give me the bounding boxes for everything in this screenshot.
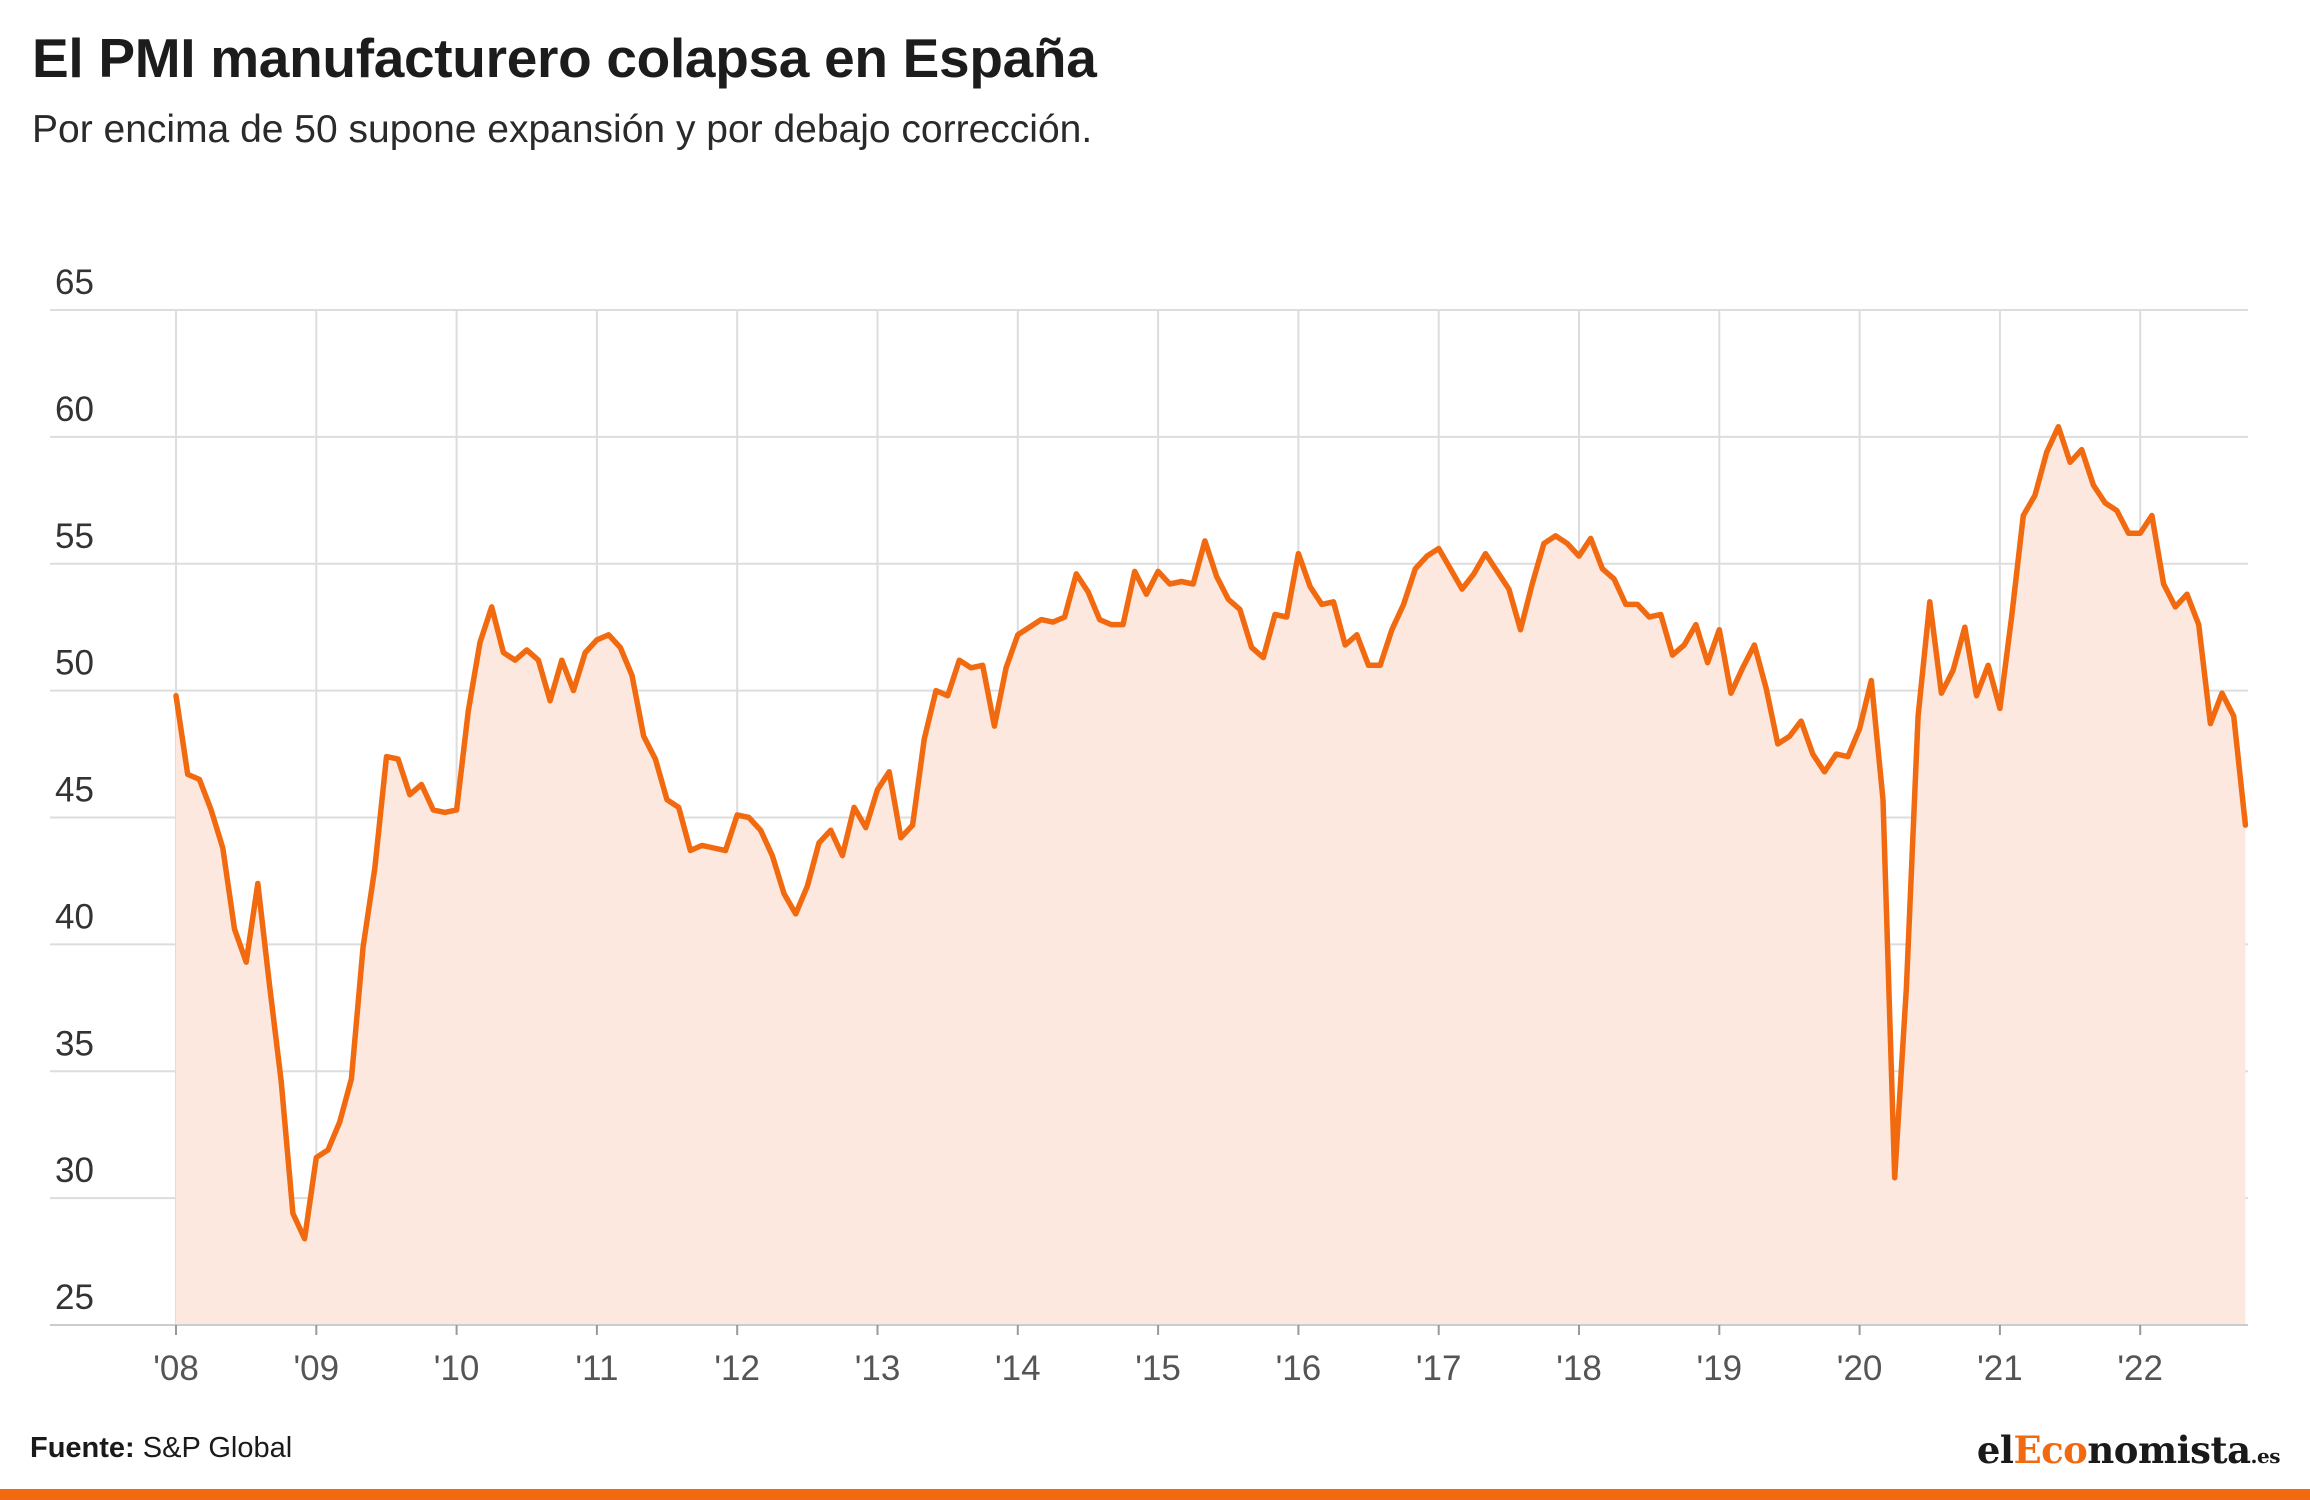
brand-bottom-bar	[0, 1489, 2310, 1500]
x-axis-ticks: '08 '09 '10 '11 '12 '13 '14 '15 '16 '17 '18 '19 '20 '…	[153, 1325, 2163, 1388]
x-tick-label: '11	[575, 1349, 618, 1388]
logo-rest: nomista	[2087, 1428, 2251, 1472]
eleconomista-logo: elEconomista.es	[1976, 1428, 2281, 1472]
logo-prefix: el	[1976, 1428, 2014, 1472]
x-tick-label: '22	[2117, 1349, 2163, 1388]
pmi-line-chart: 25 30 35 40 45 50 55 60 65 '08 '09 '10 '11 '12 '13 '14…	[50, 263, 2249, 1388]
y-tick-label: 40	[55, 897, 94, 936]
y-axis-ticks: 25 30 35 40 45 50 55 60 65	[55, 263, 94, 1317]
chart-title: El PMI manufacturero colapsa en España	[32, 27, 1097, 89]
x-tick-label: '20	[1837, 1349, 1883, 1388]
source-label: Fuente:	[30, 1432, 135, 1464]
y-tick-label: 55	[55, 517, 94, 556]
x-tick-label: '14	[995, 1349, 1041, 1388]
logo-accent: Eco	[2013, 1428, 2088, 1472]
y-tick-label: 35	[55, 1024, 94, 1063]
chart-subtitle: Por encima de 50 supone expansión y por …	[32, 108, 1093, 151]
logo-tld: .es	[2250, 1444, 2281, 1468]
source-value: S&P Global	[142, 1432, 293, 1464]
x-tick-label: '15	[1135, 1349, 1181, 1388]
y-tick-label: 45	[55, 771, 94, 810]
y-tick-label: 65	[55, 263, 94, 302]
x-tick-label: '18	[1556, 1349, 1602, 1388]
y-tick-label: 30	[55, 1151, 94, 1190]
x-tick-label: '19	[1696, 1349, 1742, 1388]
x-tick-label: '09	[293, 1349, 339, 1388]
pmi-series-line	[173, 423, 2249, 1242]
y-tick-label: 50	[55, 644, 94, 683]
x-tick-label: '10	[434, 1349, 480, 1388]
y-tick-label: 60	[55, 390, 94, 429]
y-tick-label: 25	[55, 1278, 94, 1317]
x-tick-label: '13	[855, 1349, 901, 1388]
pmi-area-fill	[176, 426, 2246, 1325]
source-note: Fuente: S&P Global	[30, 1432, 292, 1465]
x-tick-label: '12	[714, 1349, 760, 1388]
x-tick-label: '21	[1977, 1349, 2023, 1388]
x-tick-label: '08	[153, 1349, 199, 1388]
x-tick-label: '16	[1276, 1349, 1322, 1388]
x-tick-label: '17	[1416, 1349, 1462, 1388]
